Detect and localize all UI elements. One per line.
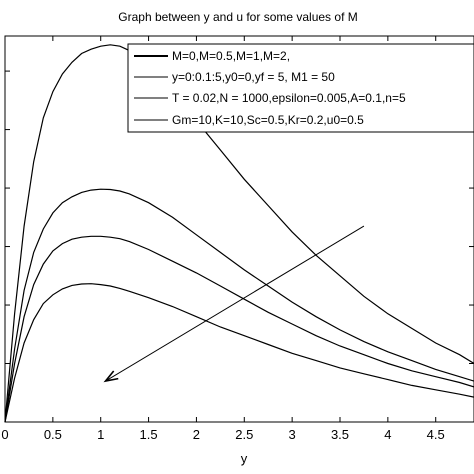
- x-axis-tick-labels: 0 0.5 1 1.5 2 2.5 3 3.5 4 4.5: [1, 427, 444, 442]
- annotation-arrow: [103, 225, 365, 383]
- legend-box: [127, 43, 474, 133]
- x-tick-label: 1.5: [140, 427, 158, 442]
- legend-entry-3: T = 0.02,N = 1000,epsilon=0.005,A=0.1,n=…: [172, 91, 406, 105]
- x-tick-label: 4: [384, 427, 391, 442]
- legend-entry-2: y=0:0.1:5,y0=0,yf = 5, M1 = 50: [172, 70, 335, 84]
- arrow-head: [103, 370, 119, 383]
- x-tick-label: 4.5: [427, 427, 445, 442]
- x-tick-label: 3: [289, 427, 296, 442]
- x-tick-label: 2: [193, 427, 200, 442]
- series-line-2: [4, 188, 474, 423]
- x-tick-label: 1: [97, 427, 104, 442]
- series-line-3: [4, 235, 474, 423]
- x-tick-label: 0.5: [44, 427, 62, 442]
- x-tick-label: 0: [1, 427, 8, 442]
- x-axis-label: y: [241, 451, 248, 466]
- legend-entry-4: Gm=10,K=10,Sc=0.5,Kr=0.2,u0=0.5: [172, 113, 364, 127]
- x-tick-label: 3.5: [331, 427, 349, 442]
- arrow-shaft: [105, 225, 365, 382]
- series-line-4: [4, 283, 474, 423]
- x-tick-label: 2.5: [235, 427, 253, 442]
- legend-entry-1: M=0,M=0.5,M=1,M=2,: [172, 49, 290, 63]
- legend: M=0,M=0.5,M=1,M=2, y=0:0.1:5,y0=0,yf = 5…: [127, 43, 474, 133]
- chart-title: Graph between y and u for some values of…: [118, 10, 357, 24]
